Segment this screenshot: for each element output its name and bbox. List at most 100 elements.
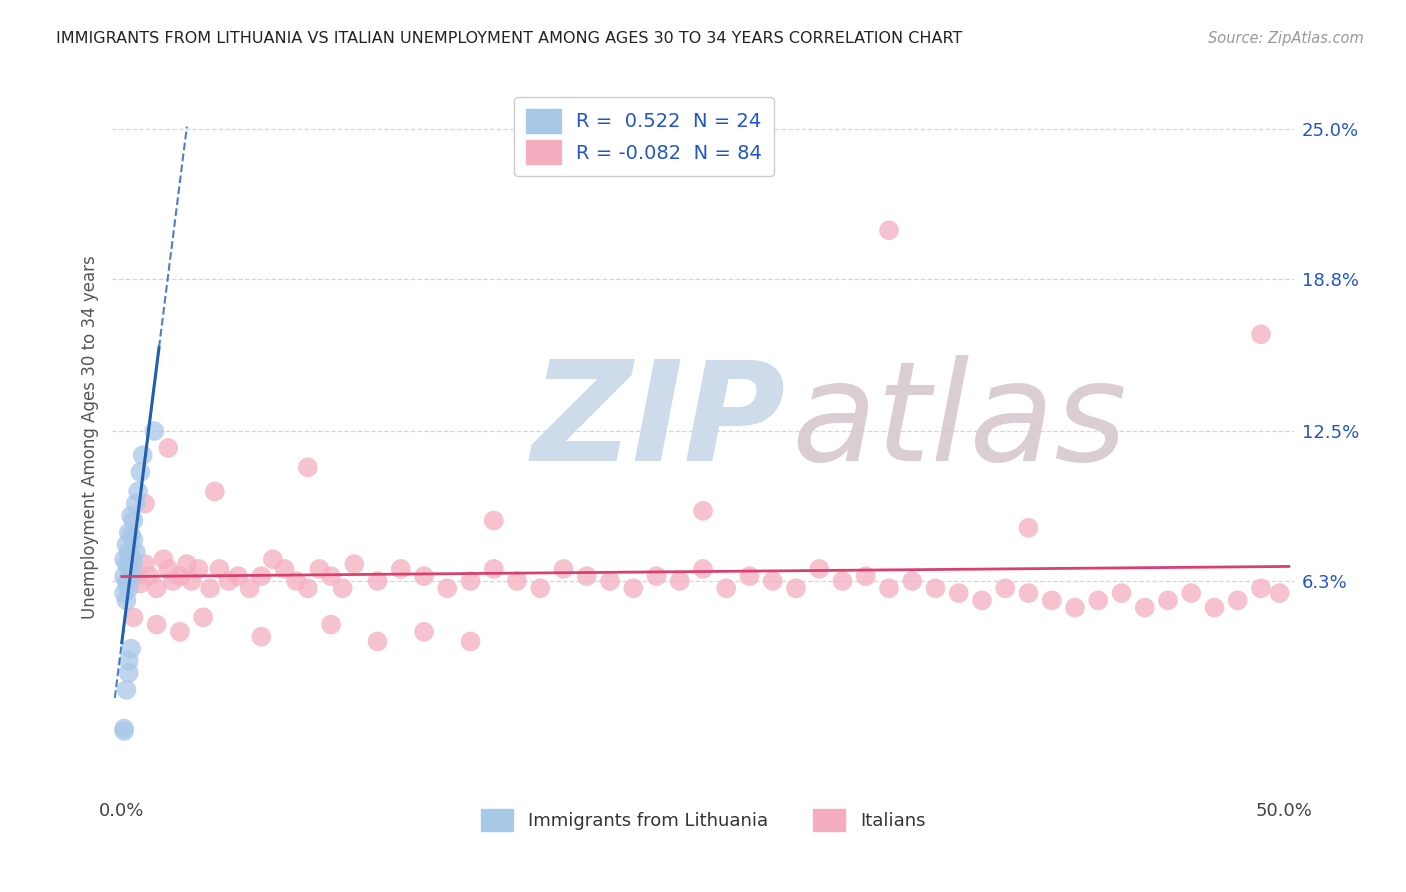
Point xyxy=(122,557,145,571)
Point xyxy=(129,465,152,479)
Point xyxy=(994,581,1017,595)
Legend: Immigrants from Lithuania, Italians: Immigrants from Lithuania, Italians xyxy=(474,802,932,838)
Point xyxy=(668,574,690,588)
Point xyxy=(575,569,598,583)
Point xyxy=(413,624,436,639)
Point xyxy=(389,562,412,576)
Point xyxy=(506,574,529,588)
Point xyxy=(122,610,145,624)
Point xyxy=(308,562,330,576)
Point xyxy=(120,549,142,564)
Point xyxy=(120,528,142,542)
Y-axis label: Unemployment Among Ages 30 to 34 years: Unemployment Among Ages 30 to 34 years xyxy=(80,255,98,619)
Point xyxy=(1017,521,1039,535)
Point xyxy=(125,497,148,511)
Point xyxy=(1226,593,1249,607)
Point xyxy=(367,634,389,648)
Point xyxy=(112,552,135,566)
Point xyxy=(297,581,319,595)
Point xyxy=(1204,600,1226,615)
Point xyxy=(1017,586,1039,600)
Text: atlas: atlas xyxy=(792,355,1128,491)
Point xyxy=(808,562,831,576)
Point xyxy=(529,581,551,595)
Point xyxy=(482,562,505,576)
Text: Source: ZipAtlas.com: Source: ZipAtlas.com xyxy=(1208,31,1364,46)
Point xyxy=(262,552,284,566)
Point xyxy=(482,514,505,528)
Point xyxy=(1040,593,1063,607)
Point xyxy=(112,569,135,583)
Point xyxy=(250,630,273,644)
Point xyxy=(120,508,142,523)
Point xyxy=(239,581,262,595)
Point xyxy=(180,574,202,588)
Point xyxy=(1064,600,1087,615)
Point xyxy=(621,581,644,595)
Point xyxy=(118,562,141,576)
Point xyxy=(645,569,668,583)
Point xyxy=(285,574,308,588)
Point xyxy=(112,586,135,600)
Point xyxy=(122,514,145,528)
Point xyxy=(367,574,389,588)
Point xyxy=(115,538,138,552)
Point xyxy=(112,723,135,738)
Point xyxy=(169,569,191,583)
Point xyxy=(125,545,148,559)
Point xyxy=(198,581,221,595)
Point xyxy=(138,569,160,583)
Point xyxy=(319,617,342,632)
Point xyxy=(901,574,924,588)
Point xyxy=(1250,581,1272,595)
Point xyxy=(118,581,141,595)
Point xyxy=(122,533,145,547)
Point xyxy=(924,581,946,595)
Point xyxy=(1268,586,1291,600)
Point xyxy=(218,574,240,588)
Point xyxy=(115,557,138,571)
Point xyxy=(319,569,342,583)
Point xyxy=(145,617,167,632)
Point xyxy=(125,569,148,583)
Point xyxy=(131,448,153,462)
Point xyxy=(413,569,436,583)
Point xyxy=(120,641,142,656)
Point xyxy=(877,581,900,595)
Point xyxy=(129,576,152,591)
Point xyxy=(115,574,138,588)
Point xyxy=(553,562,575,576)
Point xyxy=(204,484,226,499)
Point xyxy=(226,569,249,583)
Point xyxy=(169,624,191,639)
Point xyxy=(157,562,180,576)
Point xyxy=(115,682,138,697)
Point xyxy=(297,460,319,475)
Point xyxy=(134,557,156,571)
Text: ZIP: ZIP xyxy=(531,355,786,491)
Point xyxy=(127,484,149,499)
Point xyxy=(460,634,482,648)
Point xyxy=(115,593,138,607)
Point xyxy=(112,722,135,736)
Point xyxy=(855,569,877,583)
Point xyxy=(208,562,231,576)
Point xyxy=(120,569,142,583)
Point xyxy=(1133,600,1156,615)
Point xyxy=(250,569,273,583)
Point xyxy=(1180,586,1202,600)
Point xyxy=(191,610,214,624)
Text: IMMIGRANTS FROM LITHUANIA VS ITALIAN UNEMPLOYMENT AMONG AGES 30 TO 34 YEARS CORR: IMMIGRANTS FROM LITHUANIA VS ITALIAN UNE… xyxy=(56,31,963,46)
Point xyxy=(118,665,141,680)
Point xyxy=(118,525,141,540)
Point xyxy=(1250,327,1272,342)
Point xyxy=(145,581,167,595)
Point xyxy=(762,574,785,588)
Point xyxy=(785,581,807,595)
Point xyxy=(332,581,354,595)
Point xyxy=(118,545,141,559)
Point xyxy=(1087,593,1109,607)
Point xyxy=(738,569,761,583)
Point xyxy=(436,581,458,595)
Point xyxy=(948,586,970,600)
